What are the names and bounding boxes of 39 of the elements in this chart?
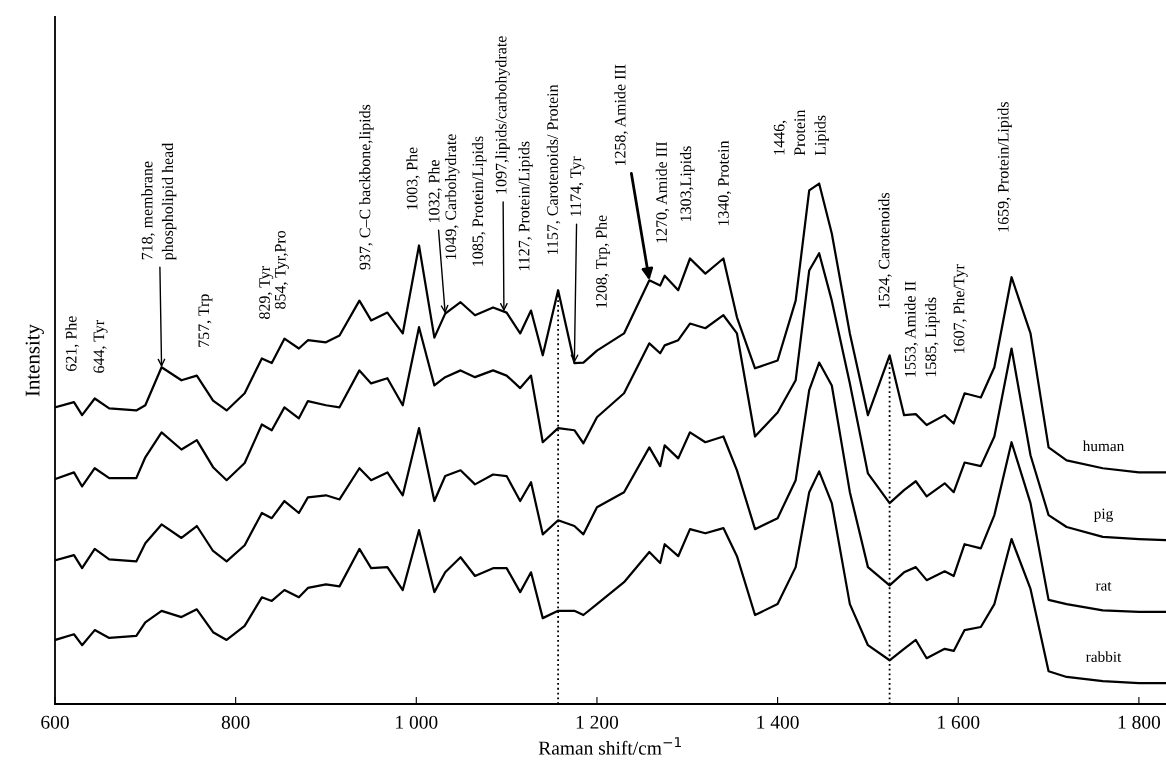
annotation: 1258, Amide III <box>614 64 628 166</box>
annotation: 644, Tyr <box>93 320 108 373</box>
series-label: rabbit <box>1085 651 1122 663</box>
annotation: 1524, Carotenoids <box>878 192 892 309</box>
x-tick-label: 800 <box>221 715 250 729</box>
x-tick-label: 600 <box>41 715 69 729</box>
annotation: 718, membrane phospholipid head <box>141 142 177 261</box>
annotation: 1174, Tyr <box>570 156 585 216</box>
annotation: 1085, Protein/Lipids <box>471 136 487 266</box>
annotation: 1553, Amide II <box>904 281 918 377</box>
x-axis-title: Raman shift/cm$^{−1}$ <box>538 737 681 755</box>
annotation: 1157, Carotenoids/ Protein <box>546 84 561 255</box>
annotation: 1446, Protein Lipids <box>773 109 829 156</box>
series-label: pig <box>1093 508 1113 522</box>
annotation: 1208, Trp, Phe <box>595 215 611 308</box>
annotation: 1127, Protein/Lipids <box>518 141 533 271</box>
annotation: 621, Phe <box>65 316 79 371</box>
x-tick-label: 1 000 <box>396 715 438 729</box>
series-label: rat <box>1095 581 1112 591</box>
y-axis-title: Intensity <box>25 324 44 397</box>
annotation: 1097,lipids/carbohydrate <box>495 36 510 194</box>
annotation: 1340, Protein <box>718 140 732 226</box>
annotation: 1049, Carbohydrate <box>444 134 460 260</box>
annotation: 1003, Phe <box>406 147 420 210</box>
annotation: 1659, Protein/Lipids <box>997 102 1012 232</box>
annotation: 1585, Lipids <box>924 297 940 377</box>
x-tick-label: 1 400 <box>757 715 799 729</box>
annotation: 829, Tyr <box>259 266 274 319</box>
annotation: 1032, Phe <box>428 160 442 222</box>
x-tick-label: 1 200 <box>576 715 619 729</box>
series-label: human <box>1082 440 1125 452</box>
x-tick-label: 1 800 <box>1118 715 1161 729</box>
annotation: 1607, Phe/Tyr <box>953 264 968 353</box>
annotation: 937, C–C backbone,lipids <box>359 104 374 270</box>
annotation: 1303,Lipids <box>679 146 695 221</box>
annotation: 757, Trp <box>198 294 213 347</box>
x-tick-label: 1 600 <box>938 715 980 729</box>
annotation: 1270, Amide III <box>655 141 670 243</box>
annotation: 854, Tyr,Pro <box>274 230 289 309</box>
